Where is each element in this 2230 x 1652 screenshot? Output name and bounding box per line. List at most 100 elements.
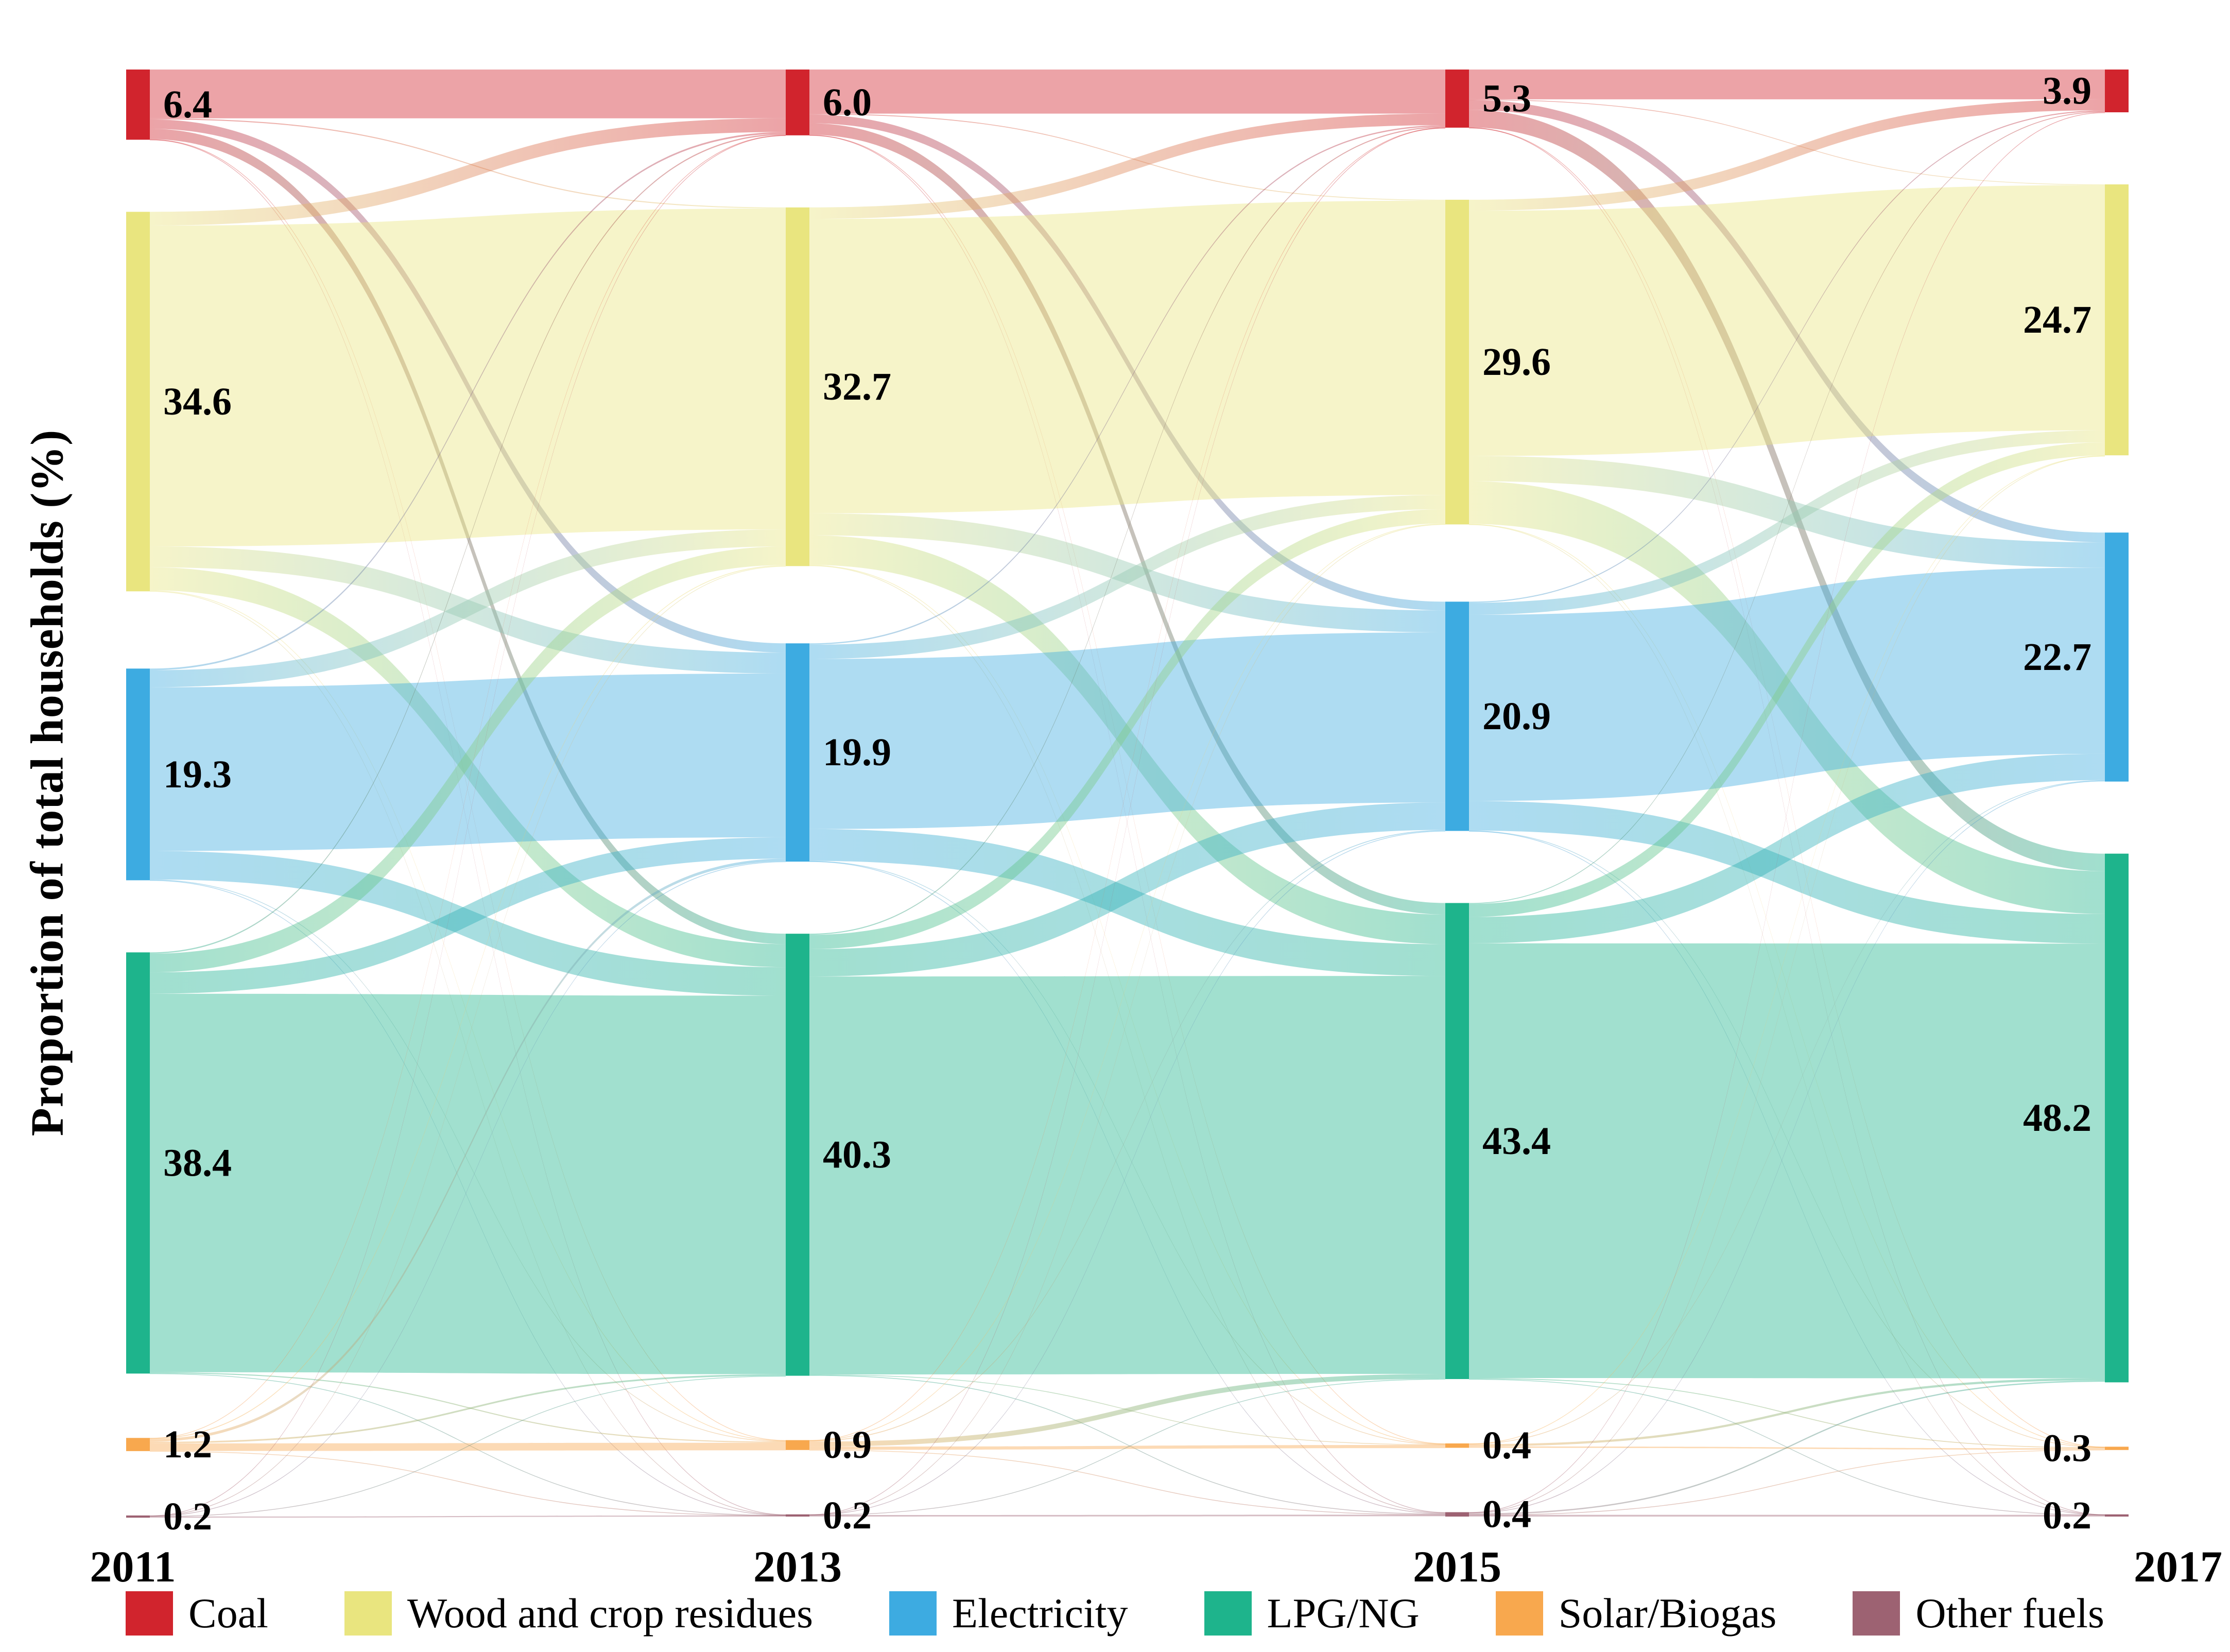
value-label-2013-other: 0.2 xyxy=(823,1494,872,1537)
value-label-2015-elec: 20.9 xyxy=(1482,695,1551,738)
flow-2015-coal-to-2017-solar xyxy=(1469,127,2105,1448)
node-2013-other xyxy=(786,1514,809,1517)
flow-2015-other-to-2017-lpg xyxy=(1469,1380,2105,1515)
flow-2011-lpg-to-2013-wood xyxy=(150,546,786,973)
flow-2011-other-to-2013-lpg xyxy=(150,1375,786,1517)
flow-2013-wood-to-2015-coal xyxy=(809,113,1445,219)
flow-2011-solar-to-2013-lpg xyxy=(150,1374,786,1443)
legend-item-other: Other fuels xyxy=(1853,1589,2104,1638)
flow-2011-other-to-2013-elec xyxy=(150,861,786,1517)
value-label-2015-solar: 0.4 xyxy=(1482,1424,1531,1467)
node-2017-elec xyxy=(2105,532,2129,782)
flow-2015-solar-to-2017-elec xyxy=(1469,780,2105,1444)
node-2013-elec xyxy=(786,643,809,862)
flow-2013-coal-to-2015-coal xyxy=(809,70,1445,114)
flow-2013-lpg-to-2015-coal xyxy=(809,126,1445,935)
flow-2015-coal-to-2017-lpg xyxy=(1469,110,2105,871)
flow-2013-elec-to-2015-coal xyxy=(809,125,1445,645)
node-2013-wood xyxy=(786,207,809,566)
flow-2013-other-to-2015-elec xyxy=(809,831,1445,1516)
flow-2011-coal-to-2013-solar xyxy=(150,139,786,1441)
legend-label: Coal xyxy=(188,1590,268,1637)
flow-2013-solar-to-2015-other xyxy=(809,1450,1445,1516)
flow-2013-other-to-2015-other xyxy=(809,1515,1445,1517)
flow-2013-wood-to-2015-lpg xyxy=(809,535,1445,944)
flow-2013-solar-to-2015-elec xyxy=(809,830,1445,1442)
flow-2015-lpg-to-2017-wood xyxy=(1469,442,2105,917)
flow-2011-coal-to-2013-coal xyxy=(150,70,786,118)
flow-2011-other-to-2013-wood xyxy=(150,566,786,1517)
legend-item-coal: Coal xyxy=(126,1589,268,1638)
flow-2013-elec-to-2015-solar xyxy=(809,861,1445,1445)
flow-2015-lpg-to-2017-elec xyxy=(1469,753,2105,943)
flow-2011-other-to-2013-other xyxy=(150,1515,786,1518)
flow-2011-coal-to-2013-other xyxy=(150,139,786,1516)
flow-2011-elec-to-2013-solar xyxy=(150,879,786,1442)
node-2011-wood xyxy=(126,212,150,592)
node-2011-other xyxy=(126,1515,150,1518)
flow-2013-wood-to-2015-other xyxy=(809,565,1445,1513)
legend-item-lpg: LPG/NG xyxy=(1204,1589,1420,1638)
flow-2011-coal-to-2013-wood xyxy=(150,118,786,209)
flow-2011-lpg-to-2013-elec xyxy=(150,837,786,994)
node-2013-lpg xyxy=(786,934,809,1376)
flow-2015-coal-to-2017-other xyxy=(1469,127,2105,1516)
flow-2013-coal-to-2015-lpg xyxy=(809,123,1445,915)
value-label-2015-wood: 29.6 xyxy=(1482,340,1551,384)
node-2015-solar xyxy=(1445,1443,1469,1448)
flow-2013-wood-to-2015-solar xyxy=(809,564,1445,1444)
node-2017-coal xyxy=(2105,70,2129,113)
node-2011-solar xyxy=(126,1438,150,1451)
flow-2015-coal-to-2017-coal xyxy=(1469,70,2105,99)
flow-2013-elec-to-2015-other xyxy=(809,861,1445,1515)
flow-2013-coal-to-2015-wood xyxy=(809,113,1445,201)
flow-2011-solar-to-2013-other xyxy=(150,1451,786,1517)
flow-2011-lpg-to-2013-coal xyxy=(150,133,786,954)
flow-2015-wood-to-2017-elec xyxy=(1469,456,2105,568)
value-label-2017-elec: 22.7 xyxy=(2023,635,2091,679)
flow-2011-wood-to-2013-solar xyxy=(150,590,786,1441)
node-2015-other xyxy=(1445,1512,1469,1517)
flow-2015-other-to-2017-elec xyxy=(1469,780,2105,1513)
legend-item-wood: Wood and crop residues xyxy=(344,1589,813,1638)
legend: Coal Wood and crop residues Electricity … xyxy=(0,1589,2230,1638)
node-2017-wood xyxy=(2105,184,2129,456)
value-label-2011-coal: 6.4 xyxy=(163,83,212,126)
flow-2011-solar-to-2013-solar xyxy=(150,1442,786,1451)
flow-2013-solar-to-2015-coal xyxy=(809,127,1445,1441)
flow-2011-wood-to-2013-coal xyxy=(150,118,786,226)
flow-2011-elec-to-2013-coal xyxy=(150,132,786,670)
flow-2013-other-to-2015-wood xyxy=(809,524,1445,1516)
flow-2015-elec-to-2017-solar xyxy=(1469,830,2105,1448)
flow-2011-coal-to-2013-lpg xyxy=(150,129,786,944)
flow-2011-elec-to-2013-wood xyxy=(150,529,786,687)
flow-2013-coal-to-2015-elec xyxy=(809,114,1445,611)
flow-2015-lpg-to-2017-lpg xyxy=(1469,943,2105,1379)
value-label-2013-coal: 6.0 xyxy=(823,81,872,124)
x-axis-label-2017: 2017 xyxy=(2134,1542,2222,1591)
node-2015-elec xyxy=(1445,601,1469,831)
flow-2015-wood-to-2017-wood xyxy=(1469,185,2105,456)
node-2011-lpg xyxy=(126,952,150,1374)
flow-2011-lpg-to-2013-solar xyxy=(150,1372,786,1443)
value-label-2017-coal: 3.9 xyxy=(2043,70,2091,113)
value-label-2013-lpg: 40.3 xyxy=(823,1133,891,1176)
node-2011-coal xyxy=(126,70,150,140)
coal-swatch-icon xyxy=(126,1591,174,1636)
node-2015-lpg xyxy=(1445,903,1469,1379)
value-label-2017-wood: 24.7 xyxy=(2023,298,2091,341)
value-label-2015-coal: 5.3 xyxy=(1482,77,1531,120)
legend-label: Other fuels xyxy=(1915,1590,2104,1637)
flow-2011-solar-to-2013-elec xyxy=(150,858,786,1442)
node-2015-coal xyxy=(1445,70,1469,128)
legend-label: LPG/NG xyxy=(1267,1590,1420,1637)
flow-2013-lpg-to-2015-wood xyxy=(809,509,1445,949)
x-axis-label-2015: 2015 xyxy=(1413,1542,1501,1591)
flow-2015-other-to-2017-wood xyxy=(1469,456,2105,1513)
flow-2015-elec-to-2017-lpg xyxy=(1469,801,2105,944)
value-label-2017-solar: 0.3 xyxy=(2043,1427,2091,1470)
flow-2011-wood-to-2013-wood xyxy=(150,208,786,547)
value-label-2015-lpg: 43.4 xyxy=(1482,1120,1551,1163)
